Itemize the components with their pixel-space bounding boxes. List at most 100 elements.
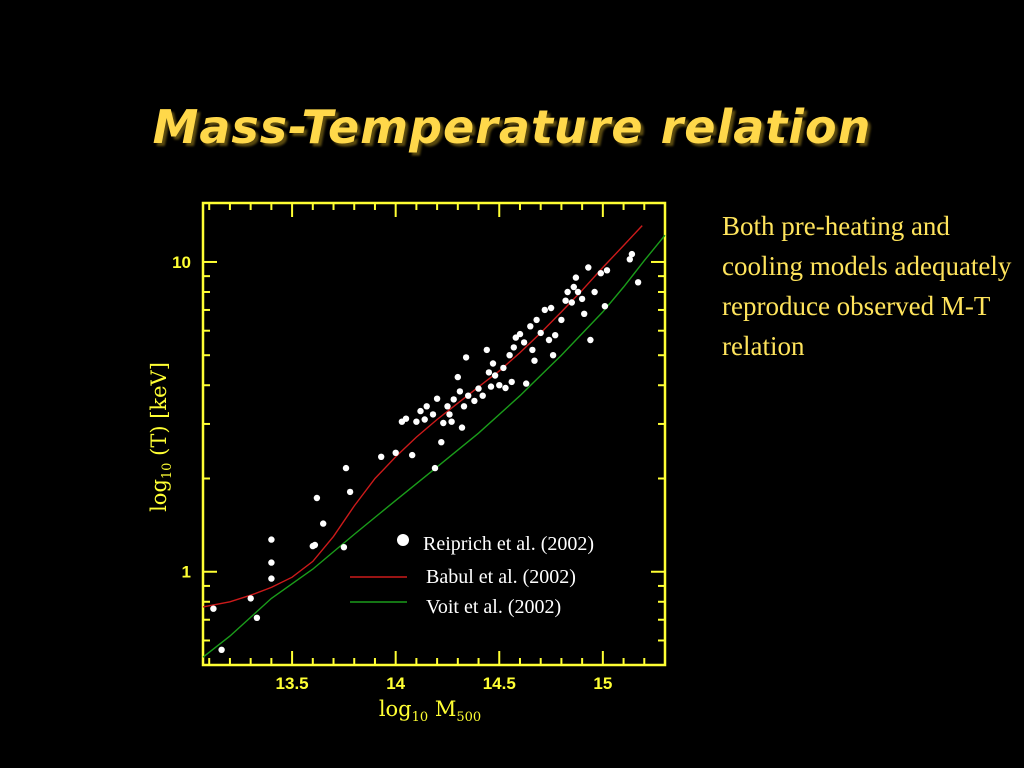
data-point [483,346,490,354]
data-point [541,306,548,314]
y-axis-label: log10 (T) [keV] [147,362,175,512]
slide-title: Mass-Temperature relation [152,100,872,154]
data-point [342,464,350,472]
data-point [444,403,451,410]
data-point [558,316,565,324]
x-tick-label: 13.5 [276,674,309,693]
data-point [603,267,611,274]
data-point [402,415,410,422]
data-point [597,270,604,277]
data-point [487,383,495,390]
legend-label-voit: Voit et al. (2002) [426,596,561,618]
data-point [545,336,553,344]
legend-label-babul: Babul et al. (2002) [426,566,576,588]
data-point [533,316,540,324]
data-point [423,403,430,410]
series-line-voit [202,234,666,658]
data-point [392,449,399,456]
legend-label-reiprich: Reiprich et al. (2002) [423,533,594,555]
plot-frame [201,201,667,667]
data-point [311,541,319,549]
data-point [531,357,538,364]
data-point [574,288,582,296]
data-point [378,453,385,460]
y-tick-label: 1 [182,563,191,582]
data-point [433,395,441,402]
data-point [465,392,472,399]
data-point [520,339,528,346]
data-point [549,352,557,359]
data-point [500,364,507,372]
data-point [564,288,571,296]
data-point [585,264,592,271]
plot-border [201,201,667,667]
data-point [562,297,569,304]
data-point [440,419,447,427]
data-point [489,360,497,367]
data-point [268,575,275,582]
data-points [210,250,642,653]
x-axis-label: log10 M500 [379,697,481,725]
data-point [471,397,478,405]
data-point [552,332,559,339]
data-point [340,544,348,551]
data-point [523,380,530,387]
data-point [460,403,468,410]
data-point [572,274,580,281]
data-point [506,352,513,359]
data-point [210,605,217,612]
y-tick-label: 10 [172,253,191,272]
legend: Reiprich et al. (2002) Babul et al. (200… [350,533,594,618]
legend-marker-reiprich [397,534,409,546]
data-point [527,323,534,330]
side-annotation: Both pre-heating and cooling models adeq… [722,211,1012,361]
data-point [409,451,416,459]
data-point [578,295,586,303]
x-tick-label: 14 [386,674,405,693]
data-point [601,303,609,310]
data-point [485,369,493,376]
data-point [479,392,486,399]
data-point [431,464,439,472]
data-point [547,304,555,312]
data-point [508,378,515,386]
data-point [450,396,457,403]
data-point [462,354,470,361]
data-point [448,418,455,425]
data-point [475,385,482,392]
x-tick-label: 14.5 [483,674,516,693]
data-point [634,279,642,286]
x-tick-label: 15 [593,674,612,693]
data-point [454,373,461,381]
data-point [529,346,536,354]
data-point [537,329,544,337]
data-point [417,407,424,415]
data-point [628,250,636,258]
data-point [429,411,437,418]
data-point [413,418,420,425]
data-point [591,288,598,296]
data-point [568,299,575,306]
data-point [446,411,453,418]
data-point [320,520,327,527]
data-point [218,646,225,653]
data-point [491,372,499,379]
data-point [458,424,466,431]
data-point [456,388,464,395]
data-point [247,595,254,602]
data-point [512,334,519,341]
data-point [502,384,509,392]
data-point [313,494,321,502]
data-point [253,614,261,621]
data-point [510,344,517,351]
data-point [268,536,275,543]
data-point [587,336,594,344]
data-point [581,310,588,317]
x-axis-ticks: 13.5 14 14.5 15 [208,203,666,693]
data-point [516,330,524,338]
data-point [438,439,445,446]
y-axis-ticks: 1 10 [172,253,665,666]
data-point [570,283,577,291]
data-point [496,382,503,389]
